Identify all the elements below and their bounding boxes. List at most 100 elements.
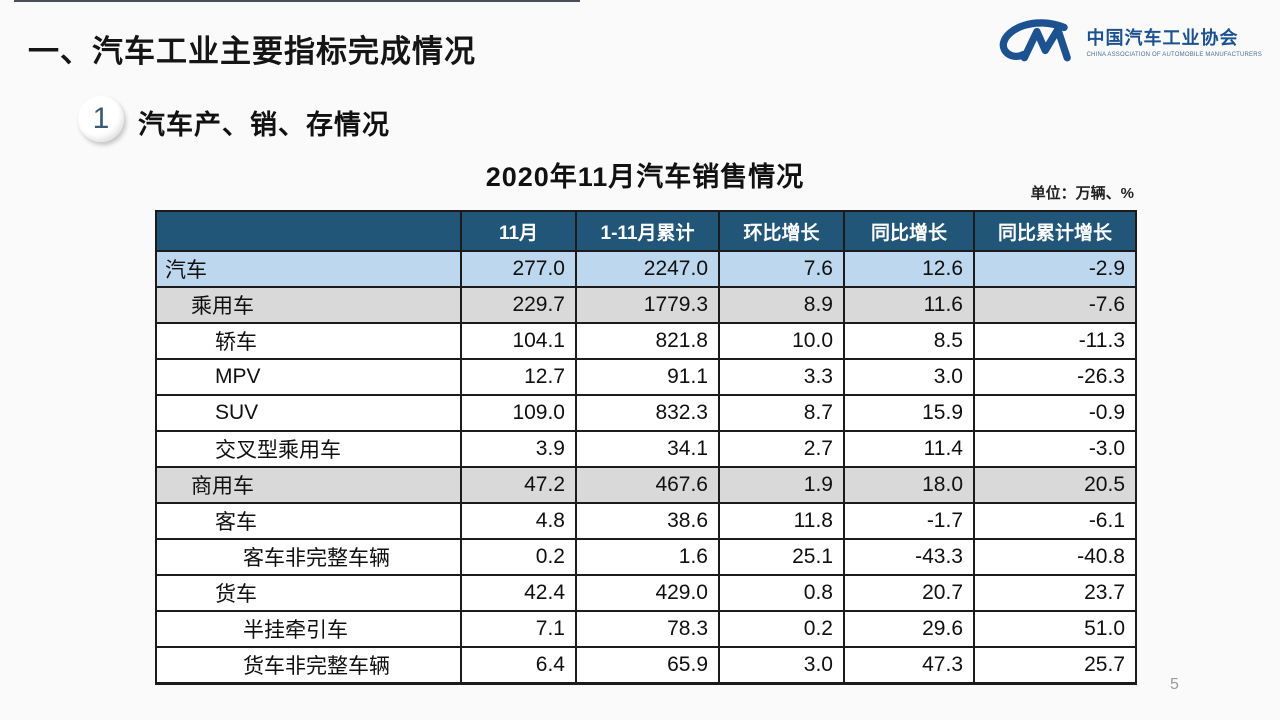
row-label-cell: 货车 bbox=[155, 574, 462, 612]
value-cell: 0.2 bbox=[460, 538, 577, 576]
unit-label: 单位：万辆、% bbox=[1030, 185, 1134, 202]
value-cell: -11.3 bbox=[973, 322, 1137, 360]
value-cell: 229.7 bbox=[460, 286, 577, 324]
value-cell: 4.8 bbox=[460, 502, 577, 540]
row-label-cell: 交叉型乘用车 bbox=[155, 430, 462, 468]
section-title: 汽车产、销、存情况 bbox=[138, 110, 390, 140]
table-row: 乘用车 229.7 1779.3 8.9 11.6 -7.6 bbox=[155, 286, 1137, 324]
table-header-row: 11月 1-11月累计 环比增长 同比增长 同比累计增长 bbox=[155, 210, 1137, 252]
value-cell: -40.8 bbox=[973, 538, 1137, 576]
value-cell: 65.9 bbox=[575, 646, 720, 685]
value-cell: 2.7 bbox=[718, 430, 845, 468]
table-row: 货车非完整车辆 6.4 65.9 3.0 47.3 25.7 bbox=[155, 646, 1137, 685]
value-cell: 1779.3 bbox=[575, 286, 720, 324]
value-cell: 0.8 bbox=[718, 574, 845, 612]
value-cell: 3.0 bbox=[843, 358, 975, 396]
value-cell: 2247.0 bbox=[575, 250, 720, 288]
value-cell: 10.0 bbox=[718, 322, 845, 360]
value-cell: 11.4 bbox=[843, 430, 975, 468]
value-cell: -26.3 bbox=[973, 358, 1137, 396]
row-label-cell: 商用车 bbox=[155, 466, 462, 504]
value-cell: 832.3 bbox=[575, 394, 720, 432]
table-row: 客车非完整车辆 0.2 1.6 25.1 -43.3 -40.8 bbox=[155, 538, 1137, 576]
table-row: 商用车 47.2 467.6 1.9 18.0 20.5 bbox=[155, 466, 1137, 504]
table-title: 2020年11月汽车销售情况 bbox=[485, 162, 805, 192]
header-cell: 1-11月累计 bbox=[575, 210, 720, 252]
value-cell: -0.9 bbox=[973, 394, 1137, 432]
value-cell: -43.3 bbox=[843, 538, 975, 576]
value-cell: 15.9 bbox=[843, 394, 975, 432]
value-cell: 7.6 bbox=[718, 250, 845, 288]
caam-cm-mark-icon bbox=[999, 19, 1071, 62]
value-cell: -7.6 bbox=[973, 286, 1137, 324]
table-row: 轿车 104.1 821.8 10.0 8.5 -11.3 bbox=[155, 322, 1137, 360]
row-label-cell: MPV bbox=[155, 358, 462, 396]
value-cell: 1.6 bbox=[575, 538, 720, 576]
value-cell: -3.0 bbox=[973, 430, 1137, 468]
page-title: 一、汽车工业主要指标完成情况 bbox=[28, 34, 476, 69]
sales-table: 11月 1-11月累计 环比增长 同比增长 同比累计增长 汽车 277.0 2247.0 7.… bbox=[155, 210, 1137, 685]
value-cell: 12.6 bbox=[843, 250, 975, 288]
row-label-cell: 汽车 bbox=[155, 250, 462, 288]
value-cell: 3.0 bbox=[718, 646, 845, 685]
value-cell: 8.7 bbox=[718, 394, 845, 432]
table-row: 货车 42.4 429.0 0.8 20.7 23.7 bbox=[155, 574, 1137, 612]
value-cell: 47.3 bbox=[843, 646, 975, 685]
value-cell: 821.8 bbox=[575, 322, 720, 360]
value-cell: -6.1 bbox=[973, 502, 1137, 540]
caam-logo: 中国汽车工业协会 CHINA ASSOCIATION OF AUTOMOBILE… bbox=[997, 18, 1262, 64]
caam-logo-text: 中国汽车工业协会 CHINA ASSOCIATION OF AUTOMOBILE… bbox=[1087, 24, 1262, 58]
header-cell: 11月 bbox=[460, 210, 577, 252]
value-cell: 0.2 bbox=[718, 610, 845, 648]
value-cell: 8.9 bbox=[718, 286, 845, 324]
value-cell: 23.7 bbox=[973, 574, 1137, 612]
value-cell: 47.2 bbox=[460, 466, 577, 504]
header-cell: 同比增长 bbox=[843, 210, 975, 252]
value-cell: 109.0 bbox=[460, 394, 577, 432]
value-cell: 25.1 bbox=[718, 538, 845, 576]
value-cell: 34.1 bbox=[575, 430, 720, 468]
row-label-cell: SUV bbox=[155, 394, 462, 432]
section-badge: 1 bbox=[78, 96, 124, 142]
value-cell: 7.1 bbox=[460, 610, 577, 648]
table-row: MPV 12.7 91.1 3.3 3.0 -26.3 bbox=[155, 358, 1137, 396]
header-cell: 同比累计增长 bbox=[973, 210, 1137, 252]
table-body: 汽车 277.0 2247.0 7.6 12.6 -2.9 乘用车 229.7 1779.3 8.… bbox=[155, 250, 1137, 685]
value-cell: 1.9 bbox=[718, 466, 845, 504]
value-cell: -2.9 bbox=[973, 250, 1137, 288]
value-cell: 18.0 bbox=[843, 466, 975, 504]
value-cell: 277.0 bbox=[460, 250, 577, 288]
row-label-cell: 半挂牵引车 bbox=[155, 610, 462, 648]
value-cell: 51.0 bbox=[973, 610, 1137, 648]
value-cell: 3.9 bbox=[460, 430, 577, 468]
value-cell: 429.0 bbox=[575, 574, 720, 612]
value-cell: 11.6 bbox=[843, 286, 975, 324]
table-row: SUV 109.0 832.3 8.7 15.9 -0.9 bbox=[155, 394, 1137, 432]
value-cell: 42.4 bbox=[460, 574, 577, 612]
top-divider bbox=[14, 0, 580, 2]
value-cell: 25.7 bbox=[973, 646, 1137, 685]
page-number: 5 bbox=[1170, 676, 1179, 693]
header-cell bbox=[155, 210, 462, 252]
org-name-en: CHINA ASSOCIATION OF AUTOMOBILE MANUFACT… bbox=[1086, 52, 1262, 58]
header-cell: 环比增长 bbox=[718, 210, 845, 252]
row-label-cell: 客车非完整车辆 bbox=[155, 538, 462, 576]
value-cell: 8.5 bbox=[843, 322, 975, 360]
value-cell: 467.6 bbox=[575, 466, 720, 504]
row-label-cell: 客车 bbox=[155, 502, 462, 540]
table-row: 半挂牵引车 7.1 78.3 0.2 29.6 51.0 bbox=[155, 610, 1137, 648]
value-cell: 78.3 bbox=[575, 610, 720, 648]
table-row: 汽车 277.0 2247.0 7.6 12.6 -2.9 bbox=[155, 250, 1137, 288]
value-cell: 104.1 bbox=[460, 322, 577, 360]
row-label-cell: 乘用车 bbox=[155, 286, 462, 324]
value-cell: 11.8 bbox=[718, 502, 845, 540]
value-cell: -1.7 bbox=[843, 502, 975, 540]
value-cell: 91.1 bbox=[575, 358, 720, 396]
value-cell: 29.6 bbox=[843, 610, 975, 648]
value-cell: 3.3 bbox=[718, 358, 845, 396]
org-name-cn: 中国汽车工业协会 bbox=[1086, 28, 1239, 48]
row-label-cell: 轿车 bbox=[155, 322, 462, 360]
table-row: 客车 4.8 38.6 11.8 -1.7 -6.1 bbox=[155, 502, 1137, 540]
value-cell: 20.7 bbox=[843, 574, 975, 612]
section-badge-number: 1 bbox=[92, 102, 110, 135]
